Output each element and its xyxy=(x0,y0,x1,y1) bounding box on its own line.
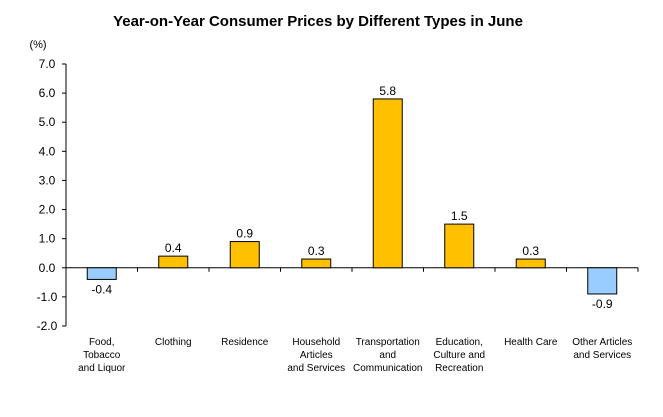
x-category-label: Residence xyxy=(221,337,269,348)
bar-value-label: 1.5 xyxy=(451,209,468,223)
bar-value-label: 5.8 xyxy=(379,84,396,98)
bar xyxy=(301,258,332,269)
bar xyxy=(515,258,546,269)
x-category-label-line: Residence xyxy=(221,337,269,348)
x-category-label-line: and Liquor xyxy=(78,363,126,374)
x-category-label: Education, Culture and Recreation xyxy=(433,337,485,374)
y-tick-label: -2.0 xyxy=(37,319,58,333)
x-category-label: Health Care xyxy=(504,337,558,348)
x-category-label-line: and Services xyxy=(573,350,631,361)
x-category-label-line: and xyxy=(379,350,396,361)
y-axis-unit-label: (%) xyxy=(29,39,46,51)
x-category-label-line: Transportation xyxy=(356,337,420,348)
x-category-label-line: Household xyxy=(292,337,340,348)
axes xyxy=(62,63,639,327)
x-category-label-line: Clothing xyxy=(155,337,192,348)
x-category-label-line: Articles xyxy=(300,350,333,361)
x-category-label: Transportation and Communication xyxy=(353,337,422,374)
labels: 7.0 6.0 5.0 4.0 3.0 2.0 1.0 0.0 -1.0 -2.0 -0.4 Food… xyxy=(37,57,633,374)
bar xyxy=(444,223,475,269)
bar-value-label: -0.4 xyxy=(91,282,112,296)
bar-value-label: -0.9 xyxy=(592,297,613,311)
bar xyxy=(158,255,189,269)
bar xyxy=(229,241,260,269)
y-tick-label: 2.0 xyxy=(39,203,56,217)
x-category-label-line: Food, xyxy=(89,337,115,348)
x-category-label: Household Articles and Services xyxy=(287,337,345,374)
x-category-label-line: Education, xyxy=(436,337,483,348)
x-category-label-line: and Services xyxy=(287,363,345,374)
y-tick-label: 0.0 xyxy=(39,261,56,275)
bar xyxy=(86,267,117,280)
bar-value-label: 0.3 xyxy=(308,244,325,258)
bars xyxy=(86,98,618,295)
y-tick-label: 6.0 xyxy=(39,86,56,100)
bar-value-label: 0.9 xyxy=(236,227,253,241)
bar xyxy=(587,267,618,295)
chart-title: Year-on-Year Consumer Prices by Differen… xyxy=(113,13,523,30)
x-category-label-line: Recreation xyxy=(435,363,483,374)
y-tick-label: -1.0 xyxy=(37,290,58,304)
y-tick-label: 3.0 xyxy=(39,173,56,187)
x-category-label-line: Culture and xyxy=(433,350,485,361)
y-tick-label: 1.0 xyxy=(39,232,56,246)
x-category-label-line: Tobacco xyxy=(83,350,121,361)
y-tick-label: 7.0 xyxy=(39,57,56,71)
bar xyxy=(372,98,403,269)
x-category-label-line: Other Articles xyxy=(572,337,632,348)
bar-value-label: 0.4 xyxy=(165,241,182,255)
y-tick-label: 5.0 xyxy=(39,115,56,129)
x-category-label-line: Health Care xyxy=(504,337,558,348)
x-category-label: Other Articles and Services xyxy=(572,337,632,361)
y-tick-label: 4.0 xyxy=(39,144,56,158)
x-category-label: Food, Tobacco and Liquor xyxy=(78,337,126,374)
x-category-label-line: Communication xyxy=(353,363,422,374)
bar-value-label: 0.3 xyxy=(522,244,539,258)
x-category-label: Clothing xyxy=(155,337,192,348)
